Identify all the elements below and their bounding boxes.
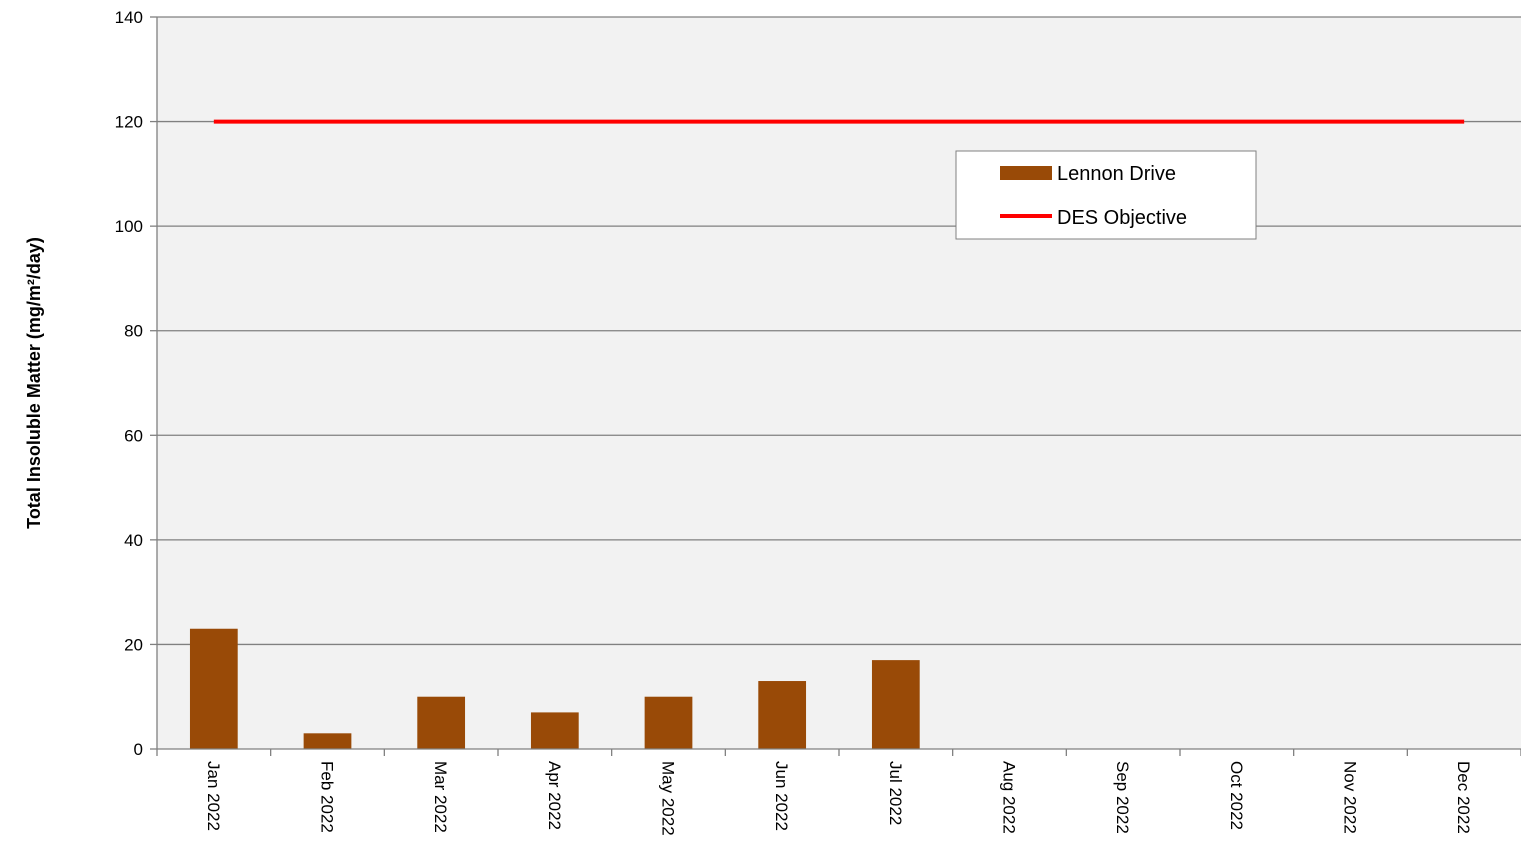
x-tick-label: Aug 2022 — [1000, 761, 1019, 834]
bar-series — [189, 628, 920, 749]
y-tick-label: 100 — [115, 217, 143, 236]
x-tick-label: Dec 2022 — [1454, 761, 1473, 834]
x-tick-label: Oct 2022 — [1227, 761, 1246, 830]
plot-area — [157, 17, 1521, 749]
x-tick-label: Jun 2022 — [772, 761, 791, 831]
x-tick-label: Jan 2022 — [204, 761, 223, 831]
bar — [189, 628, 238, 749]
x-tick-label: Mar 2022 — [431, 761, 450, 833]
y-tick-label: 40 — [124, 531, 143, 550]
legend-box — [955, 150, 1257, 240]
y-tick-label: 60 — [124, 426, 143, 445]
bar — [303, 733, 352, 749]
y-tick-label: 20 — [124, 635, 143, 654]
bar — [417, 696, 466, 749]
x-tick-label: Feb 2022 — [318, 761, 337, 833]
legend: Lennon Drive DES Objective — [955, 150, 1257, 240]
x-tick-label: Jul 2022 — [886, 761, 905, 825]
legend-label-des-objective: DES Objective — [1057, 207, 1187, 229]
x-tick-label: Sep 2022 — [1113, 761, 1132, 834]
x-tick-label: Nov 2022 — [1341, 761, 1360, 834]
x-tick-label: Apr 2022 — [545, 761, 564, 830]
bar — [758, 681, 807, 749]
y-tick-label: 140 — [115, 8, 143, 27]
y-tick-label: 120 — [115, 113, 143, 132]
bar — [871, 660, 920, 749]
bar — [530, 712, 579, 749]
y-tick-label: 0 — [134, 740, 143, 759]
y-axis-ticks: 0 20 40 60 80 100 120 140 — [115, 8, 157, 759]
legend-label-lennon-drive: Lennon Drive — [1057, 163, 1176, 185]
y-axis-label: Total Insoluble Matter (mg/m²/day) — [24, 237, 44, 529]
y-tick-label: 80 — [124, 322, 143, 341]
x-tick-label: May 2022 — [659, 761, 678, 836]
bar — [644, 696, 693, 749]
x-axis-ticks: Jan 2022 Feb 2022 Mar 2022 Apr 2022 May 2022… — [156, 749, 1521, 836]
legend-bar-swatch — [1000, 166, 1052, 180]
